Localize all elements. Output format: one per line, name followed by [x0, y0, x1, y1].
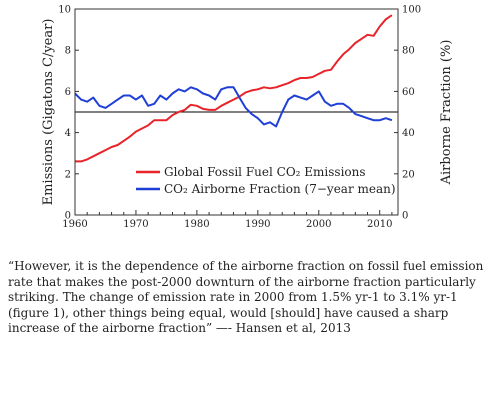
y-right-tick-label: 80	[402, 46, 415, 57]
legend-label-airborne-fraction: CO₂ Airborne Fraction (7−year mean)	[164, 182, 396, 196]
y-left-tick-label: 10	[58, 5, 71, 16]
y-axis-left-label: Emissions (Gigatons C/year)	[41, 19, 56, 206]
x-tick-label: 2000	[306, 219, 331, 230]
y-right-tick-label: 100	[402, 5, 421, 16]
y-right-tick-label: 20	[402, 169, 415, 180]
legend: Global Fossil Fuel CO₂ Emissions CO₂ Air…	[136, 165, 396, 196]
series-line-emissions	[75, 14, 393, 163]
y-left-tick-label: 8	[65, 46, 71, 57]
y-right-tick-label: 60	[402, 87, 415, 98]
series-line-airborne-fraction	[74, 86, 393, 128]
x-tick-label: 1970	[123, 219, 148, 230]
x-tick-label: 1980	[184, 219, 209, 230]
y-right-tick-label: 40	[402, 128, 415, 139]
x-tick-label: 1960	[62, 219, 87, 230]
y-left-tick-label: 0	[65, 211, 71, 222]
plot-frame	[74, 8, 399, 216]
y-right-tick-label: 0	[402, 211, 408, 222]
legend-label-emissions: Global Fossil Fuel CO₂ Emissions	[164, 165, 366, 179]
y-left-tick-label: 4	[65, 128, 71, 139]
y-axis-right-label: Airborne Fraction (%)	[439, 40, 454, 186]
x-tick-label: 2010	[367, 219, 392, 230]
y-left-tick-label: 6	[65, 87, 71, 98]
y-left-tick-label: 2	[65, 169, 71, 180]
x-tick-label: 1990	[245, 219, 270, 230]
hansen-quote: “However, it is the dependence of the ai…	[8, 259, 484, 335]
